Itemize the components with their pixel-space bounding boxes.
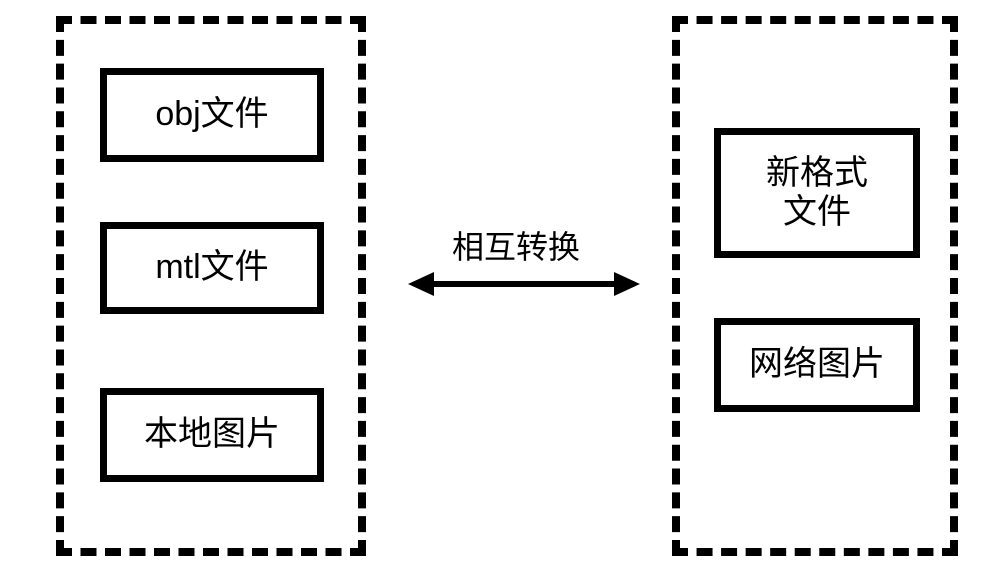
box-new-format-file: 新格式 文件: [714, 128, 920, 258]
right-dashed-container: [672, 16, 958, 556]
box-mtl-file: mtl文件: [100, 222, 324, 314]
arrow-label-mutual-convert: 相互转换: [452, 222, 580, 268]
box-local-image: 本地图片: [100, 388, 324, 482]
box-network-image: 网络图片: [714, 318, 920, 412]
double-arrow-icon: [406, 268, 642, 300]
box-obj-file: obj文件: [100, 68, 324, 162]
diagram-canvas: obj文件 mtl文件 本地图片 新格式 文件 网络图片 相互转换: [0, 0, 1000, 569]
